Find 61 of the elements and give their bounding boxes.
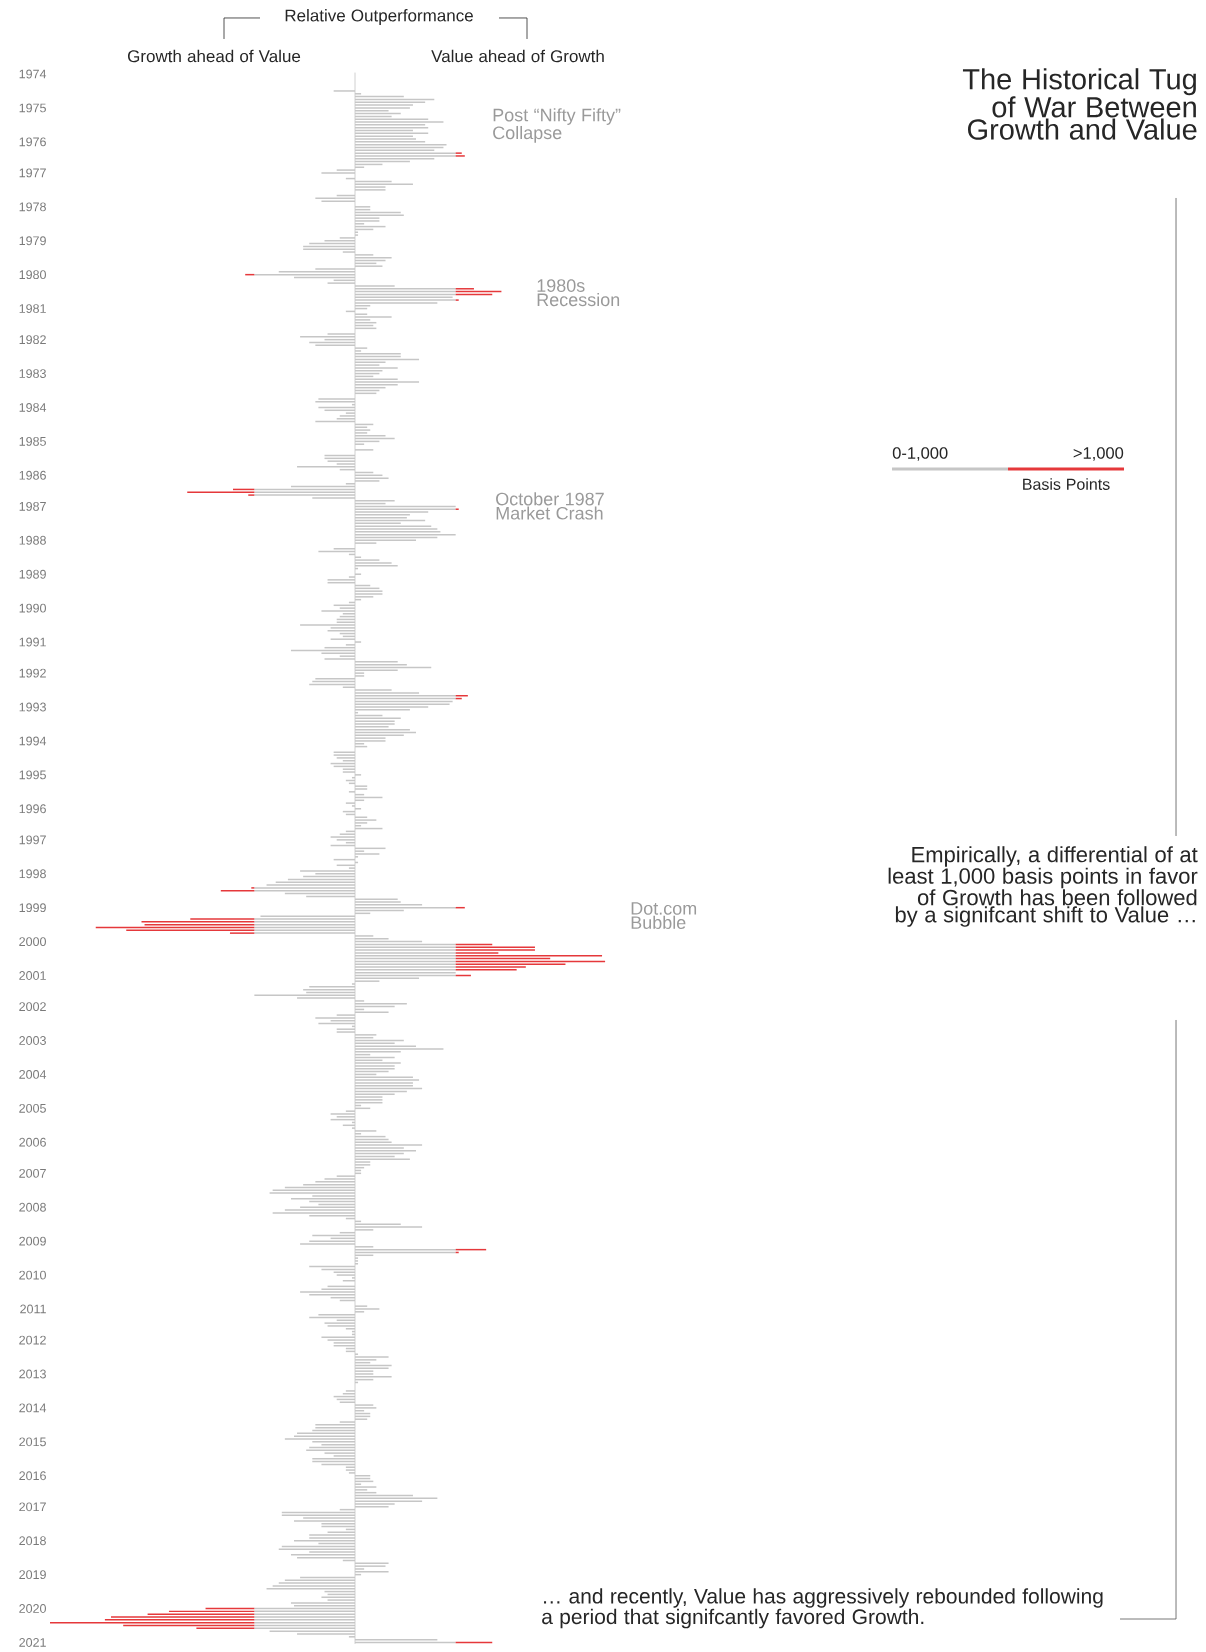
annotation: 1980s Recession bbox=[537, 279, 620, 307]
y-tick-label: 1985 bbox=[19, 436, 46, 446]
y-tick-label: 1978 bbox=[19, 202, 46, 212]
text: Value ahead of Growth bbox=[431, 49, 604, 63]
y-tick-label: 1988 bbox=[19, 535, 46, 545]
annotation: … and recently, Value has aggressively rebounded following a period that signifcantly favored Growth. bbox=[542, 1588, 1103, 1629]
y-tick-label: 1980 bbox=[19, 270, 46, 280]
y-tick-label: 1990 bbox=[19, 603, 46, 613]
text: Empirically, a differential of at least 1,000 basis points in favor of Growth has been followed by a signifcant shift to Value … bbox=[888, 846, 1198, 927]
y-tick-label: 1995 bbox=[19, 770, 46, 780]
y-tick-label: 2013 bbox=[19, 1369, 46, 1379]
y-tick-label: 2018 bbox=[19, 1536, 46, 1546]
y-tick-label: 1994 bbox=[19, 736, 47, 746]
annotation: October 1987 Market Crash bbox=[496, 492, 604, 520]
y-tick-label: 2012 bbox=[19, 1335, 46, 1345]
y-tick-label: 1999 bbox=[19, 903, 46, 913]
y-tick-label: 2005 bbox=[19, 1103, 46, 1113]
y-tick-label: 2011 bbox=[20, 1304, 46, 1314]
y-tick-label: 1993 bbox=[19, 702, 46, 712]
y-tick-label: 2016 bbox=[19, 1471, 46, 1481]
text: Dot.com Bubble bbox=[631, 902, 697, 929]
y-tick-label: 2021 bbox=[19, 1638, 46, 1647]
y-tick-label: 2017 bbox=[19, 1502, 46, 1512]
y-tick-label: 2010 bbox=[19, 1270, 46, 1280]
annotation: Post “Nifty Fifty” Collapse bbox=[493, 108, 621, 143]
text: Growth ahead of Value bbox=[127, 49, 301, 63]
y-tick-label: 2008 bbox=[19, 1202, 46, 1212]
text: 0-1,000 bbox=[892, 447, 948, 461]
y-tick-label: 1997 bbox=[19, 835, 46, 845]
y-tick-label: 1983 bbox=[19, 369, 46, 378]
y-tick-label: 1976 bbox=[19, 137, 46, 147]
y-tick-label: 1981 bbox=[19, 304, 46, 313]
y-tick-label: 2001 bbox=[19, 971, 46, 980]
y-tick-label: 2014 bbox=[19, 1403, 47, 1413]
y-tick-label: 2003 bbox=[19, 1036, 46, 1045]
y-tick-label: 1984 bbox=[19, 403, 47, 412]
y-tick-label: 2006 bbox=[19, 1137, 46, 1147]
y-tick-label: 2020 bbox=[19, 1604, 46, 1613]
x-axis-title: Relative Outperformance bbox=[285, 9, 473, 25]
y-tick-label: 1982 bbox=[19, 335, 46, 345]
y-tick-label: 1977 bbox=[19, 168, 46, 178]
y-tick-label: 1987 bbox=[19, 501, 46, 511]
text: >1,000 bbox=[1073, 447, 1124, 461]
y-tick-label: 2007 bbox=[19, 1168, 46, 1178]
y-tick-label: 1998 bbox=[19, 869, 46, 879]
y-tick-label: 2009 bbox=[19, 1236, 46, 1246]
y-tick-label: 1974 bbox=[19, 69, 47, 79]
y-tick-label: 1979 bbox=[19, 236, 46, 246]
y-tick-label: 2002 bbox=[19, 1002, 46, 1012]
y-tick-label: 1975 bbox=[19, 103, 46, 113]
y-tick-label: 1989 bbox=[19, 569, 46, 579]
y-tick-label: 2019 bbox=[19, 1570, 46, 1580]
y-tick-label: 1991 bbox=[19, 637, 46, 647]
text: The Historical Tug of War Between Growth and Value bbox=[962, 68, 1197, 140]
y-tick-label: 1986 bbox=[19, 470, 46, 480]
legend-title: Basis Points bbox=[1023, 478, 1110, 490]
y-tick-label: 1992 bbox=[19, 668, 46, 678]
y-tick-label: 1996 bbox=[19, 804, 46, 814]
y-tick-label: 2004 bbox=[19, 1069, 47, 1079]
y-tick-label: 2015 bbox=[19, 1437, 46, 1447]
y-tick-label: 2000 bbox=[19, 937, 46, 947]
